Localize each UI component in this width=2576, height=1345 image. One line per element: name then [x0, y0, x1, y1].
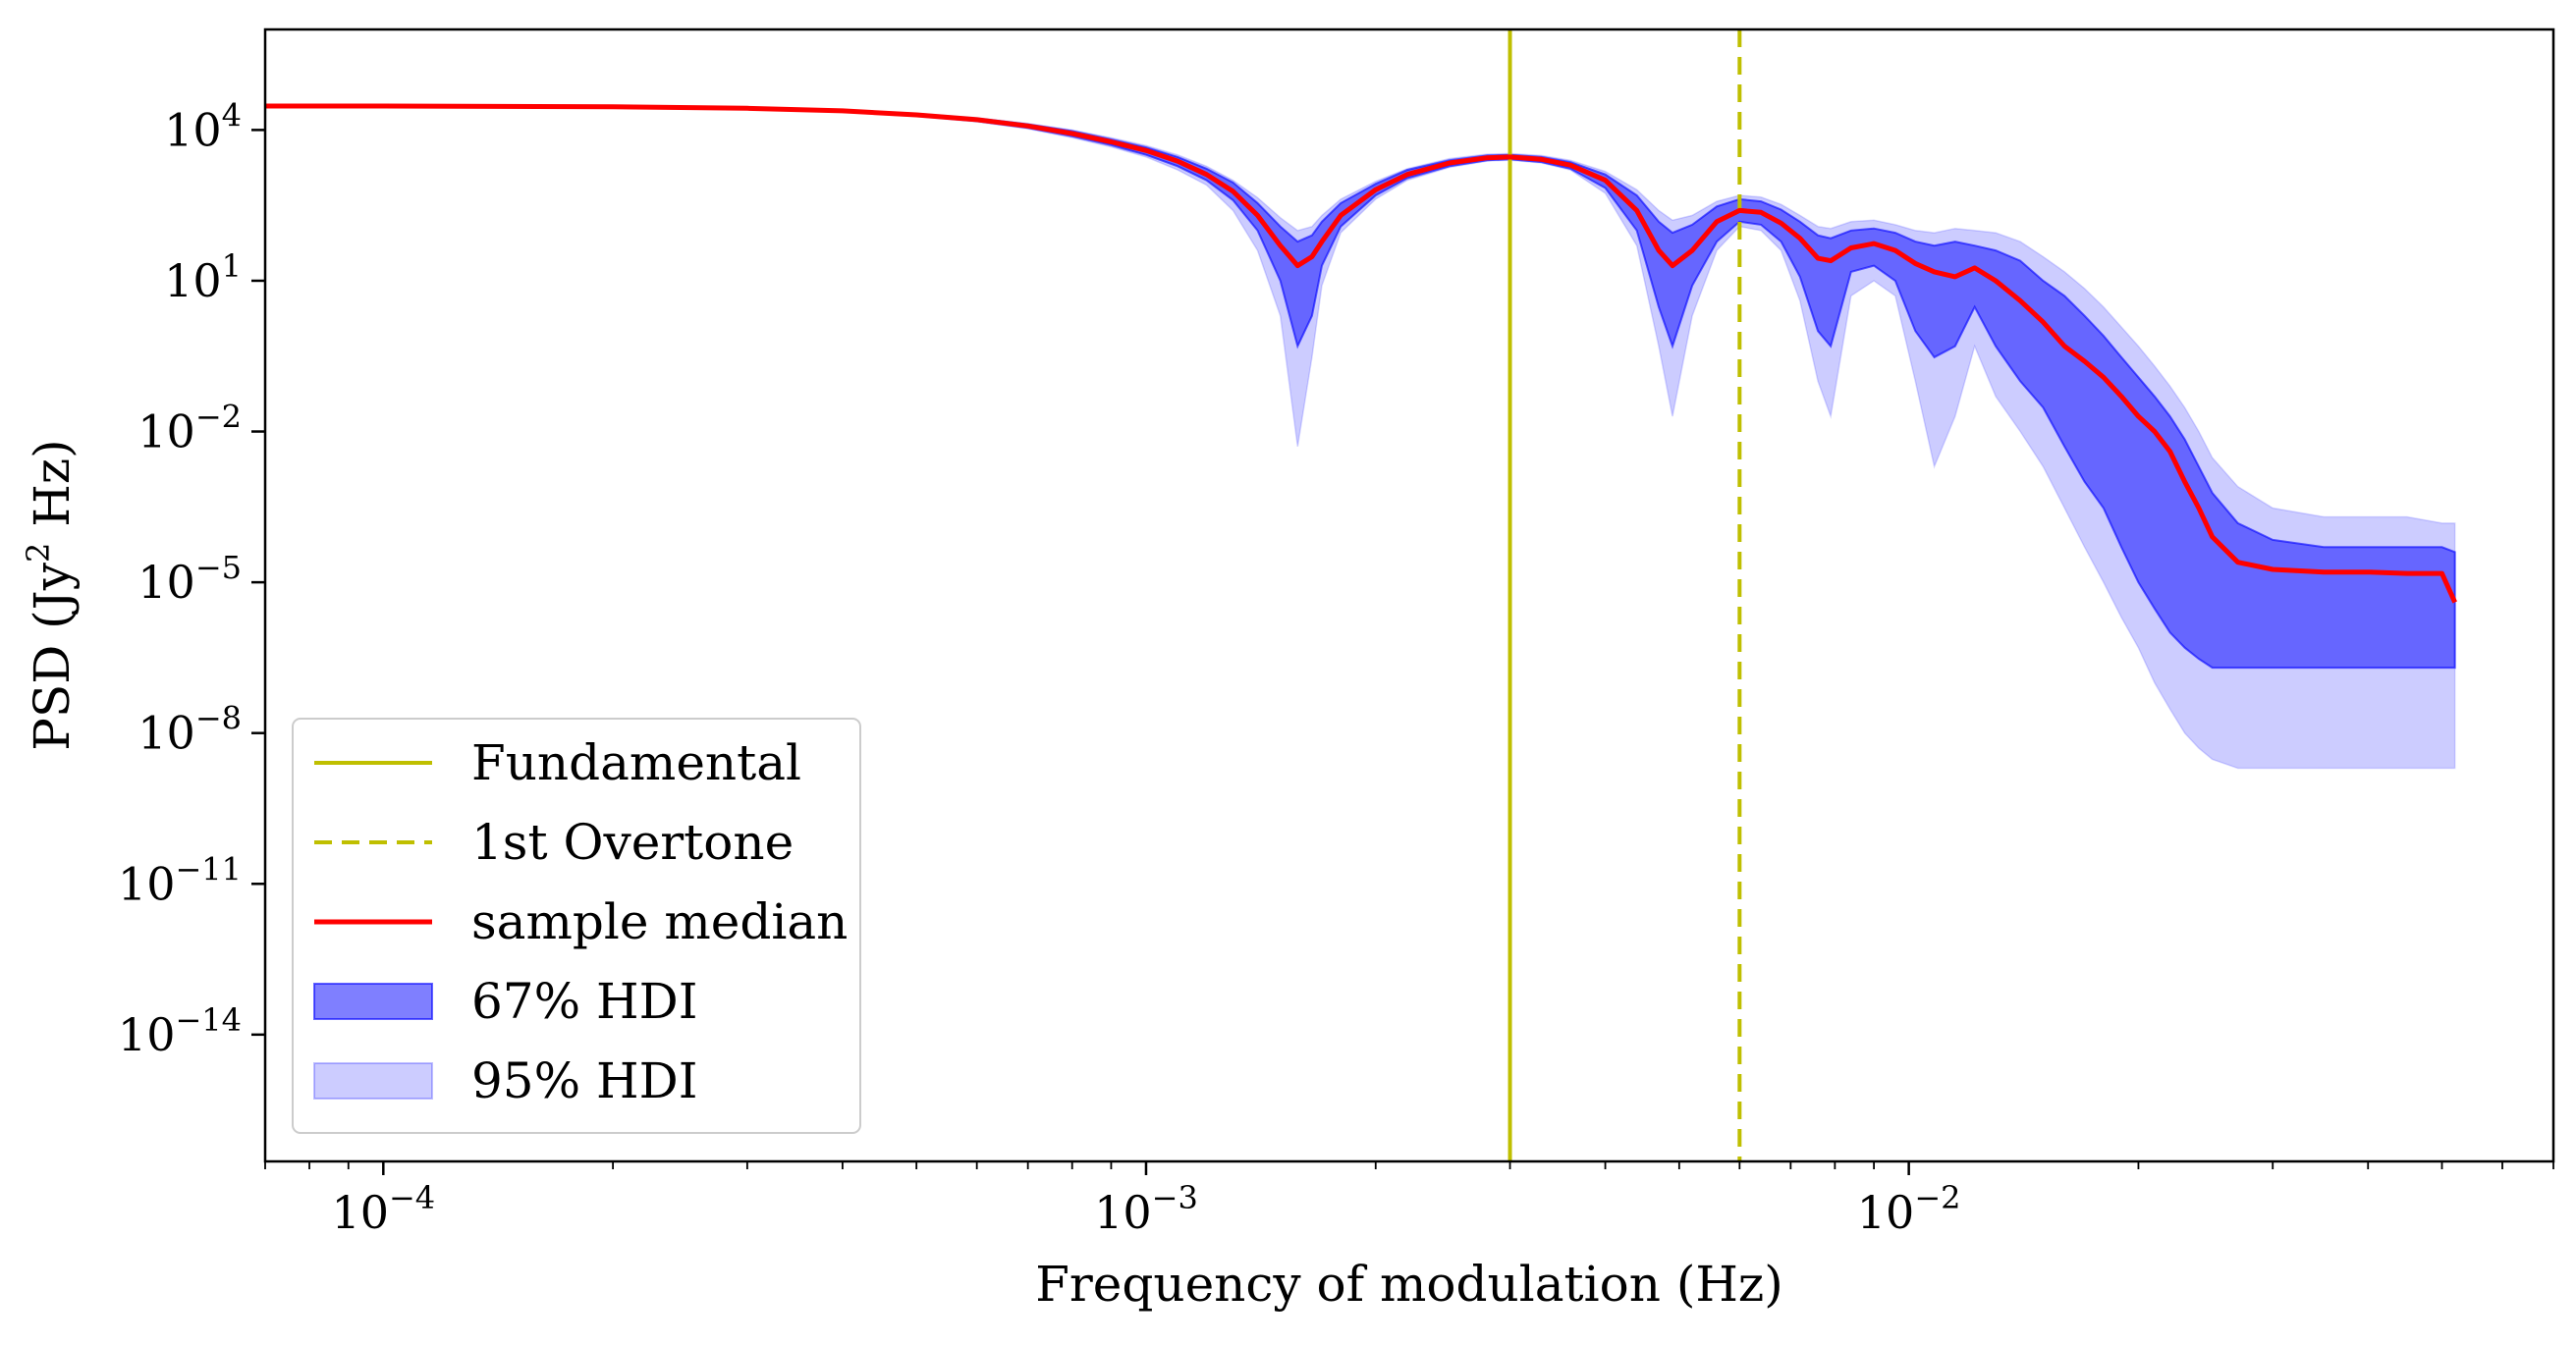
- y-tick-label: 10−5: [137, 549, 242, 609]
- x-tick-label: 10−2: [1857, 1179, 1961, 1239]
- plot-frame: [263, 27, 2555, 1163]
- y-tick-label: 10−11: [118, 850, 242, 910]
- y-axis-label-post: Hz): [24, 439, 81, 542]
- legend-fundamental-label: Fundamental: [471, 734, 801, 791]
- x-axis-label: Frequency of modulation (Hz): [1035, 1256, 1783, 1313]
- legend-hdi67-label: 67% HDI: [471, 973, 697, 1030]
- legend-hdi95-label: 95% HDI: [471, 1052, 697, 1109]
- x-tick-label: 10−3: [1094, 1179, 1198, 1239]
- legend-overtone-label: 1st Overtone: [471, 814, 794, 871]
- legend-hdi67-patch: [313, 983, 433, 1020]
- x-tick-label: 10−4: [331, 1179, 435, 1239]
- y-axis-label: PSD (Jy2 Hz): [20, 439, 81, 750]
- legend: Fundamental 1st Overtone sample median 6…: [292, 718, 861, 1134]
- legend-box: [292, 718, 861, 1134]
- legend-median-label: sample median: [471, 893, 848, 950]
- y-tick-label: 10−2: [137, 399, 242, 458]
- y-tick-label: 10−8: [137, 700, 242, 760]
- hdi-67-area: [265, 104, 2456, 670]
- median-line: [265, 103, 2457, 604]
- legend-hdi95-patch: [313, 1062, 433, 1100]
- y-axis: 104 101 10−2 10−5 10−8 10−11 10−14: [118, 96, 265, 1061]
- y-tick-label: 10−14: [118, 1001, 242, 1061]
- y-axis-label-pre: PSD (Jy: [24, 562, 81, 750]
- hdi-67-band: [265, 104, 2456, 670]
- y-axis-label-sup: 2: [20, 543, 57, 563]
- x-axis: 10−4 10−3 10−2: [264, 1161, 2554, 1239]
- y-tick-label: 101: [164, 247, 242, 307]
- median-line-group: [265, 103, 2457, 604]
- reference-lines: [1507, 29, 1742, 1161]
- y-tick-label: 104: [164, 96, 242, 156]
